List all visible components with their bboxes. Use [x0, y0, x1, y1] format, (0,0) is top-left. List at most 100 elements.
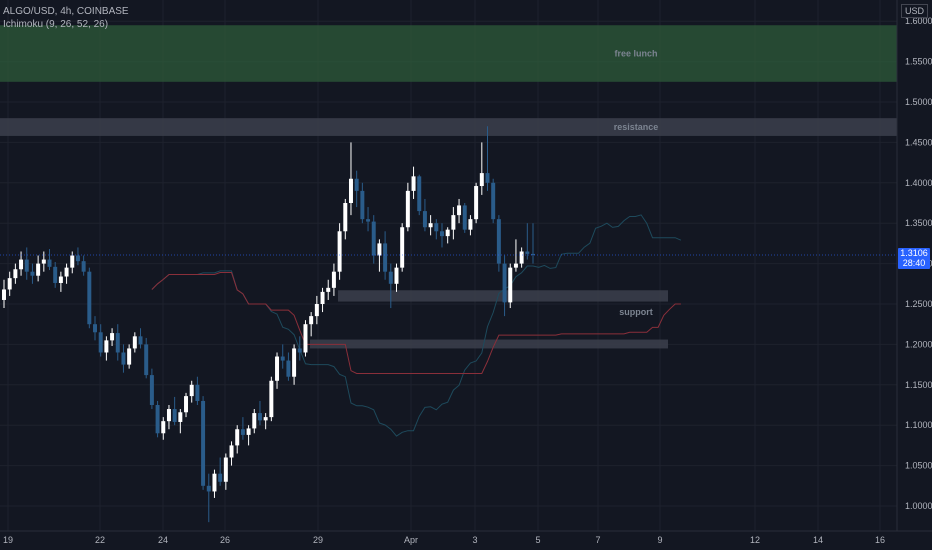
candle-body [110, 333, 115, 341]
candle-body [7, 278, 12, 290]
candle-body [337, 231, 342, 272]
y-tick-label: 1.5500 [905, 57, 932, 67]
currency-label[interactable]: USD [900, 4, 928, 18]
y-tick-label: 1.0000 [905, 501, 932, 511]
candle-body [354, 178, 359, 191]
candle-body [13, 269, 18, 279]
candle-body [70, 255, 75, 268]
candle-body [206, 485, 211, 492]
ichimoku-cloud [151, 214, 682, 437]
candle-body [348, 178, 353, 203]
candle-body [252, 413, 257, 429]
candle-body [195, 384, 200, 401]
y-tick-label: 1.0500 [905, 461, 932, 471]
x-tick-label: 3 [472, 535, 477, 545]
candle-body [366, 219, 371, 222]
candle-body [201, 400, 206, 486]
candle-body [246, 428, 251, 435]
x-tick-label: Apr [404, 535, 418, 545]
candle-body [309, 316, 314, 325]
x-tick-label: 26 [220, 535, 230, 545]
candle-body [343, 203, 348, 232]
zone-support[interactable] [310, 339, 668, 349]
candle-body [360, 190, 365, 220]
candle-body [428, 223, 433, 228]
indicator-legend[interactable]: Ichimoku (9, 26, 52, 26) [3, 19, 109, 30]
candle-body [75, 255, 80, 262]
zone-label: resistance [614, 122, 659, 132]
candles [2, 126, 535, 523]
candle-body [36, 263, 41, 276]
candle-body [184, 396, 189, 413]
last-price-value: 1.3106 [900, 248, 928, 258]
x-tick-label: 12 [750, 535, 760, 545]
candle-body [53, 266, 58, 283]
candle-body [314, 304, 319, 317]
candle-body [485, 173, 490, 183]
x-tick-label: 9 [657, 535, 662, 545]
candle-body [178, 412, 183, 422]
symbol-header[interactable]: ALGO/USD, 4h, COINBASE [3, 6, 129, 17]
zone-free-lunch[interactable] [0, 25, 897, 82]
candle-body [93, 324, 98, 333]
candle-body [411, 176, 416, 191]
x-tick-label: 16 [875, 535, 885, 545]
candle-body [229, 445, 234, 458]
candle-body [127, 348, 132, 365]
candle-body [275, 356, 280, 381]
candle-body [218, 473, 223, 482]
candle-body [149, 375, 154, 405]
x-tick-label: 7 [595, 535, 600, 545]
bar-countdown: 28:40 [902, 258, 926, 268]
candle-body [445, 229, 450, 237]
y-tick-label: 1.2500 [905, 299, 932, 309]
candle-body [81, 261, 86, 272]
zone-label: free lunch [614, 49, 657, 59]
candle-body [394, 267, 399, 284]
candle-body [166, 409, 171, 422]
x-tick-label: 24 [158, 535, 168, 545]
leading-span-b [151, 272, 681, 374]
candle-body [189, 384, 194, 397]
x-tick-label: 14 [813, 535, 823, 545]
candle-body [24, 259, 29, 272]
candle-body [439, 231, 444, 237]
candle-body [161, 421, 166, 434]
candle-body [320, 291, 325, 304]
candle-body [531, 253, 535, 256]
candle-body [400, 227, 405, 268]
candle-body [462, 205, 467, 230]
candle-body [41, 259, 46, 264]
candle-body [2, 289, 6, 300]
x-tick-label: 5 [535, 535, 540, 545]
y-tick-label: 1.4500 [905, 137, 932, 147]
candle-body [479, 173, 484, 187]
candle-body [451, 215, 456, 230]
candle-body [303, 324, 308, 353]
candle-body [98, 332, 103, 353]
candle-body [223, 457, 228, 482]
price-zones: free lunch resistance support [0, 25, 897, 349]
candle-body [115, 333, 120, 353]
candle-body [269, 380, 274, 418]
candle-body [240, 429, 245, 435]
candle-body [64, 267, 69, 277]
candle-body [132, 336, 137, 349]
candle-body [513, 263, 518, 268]
candle-body [417, 176, 422, 212]
zone-resistance[interactable] [0, 118, 897, 136]
candle-body [326, 287, 331, 292]
y-tick-label: 1.3500 [905, 218, 932, 228]
candle-body [388, 271, 393, 284]
candle-body [121, 352, 126, 365]
price-axis[interactable] [897, 0, 932, 550]
y-tick-label: 1.6000 [905, 16, 932, 26]
candle-body [405, 190, 410, 228]
candle-body [280, 356, 285, 361]
candle-body [30, 271, 35, 276]
candle-body [457, 205, 462, 216]
candle-body [525, 251, 530, 254]
candle-body [297, 348, 302, 353]
